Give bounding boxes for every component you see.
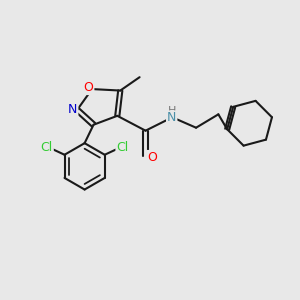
Text: N: N (68, 103, 77, 116)
Text: N: N (167, 111, 176, 124)
Text: Cl: Cl (40, 142, 53, 154)
Text: Cl: Cl (116, 142, 129, 154)
Text: H: H (168, 106, 176, 116)
Text: O: O (83, 81, 93, 94)
Text: O: O (147, 151, 157, 164)
